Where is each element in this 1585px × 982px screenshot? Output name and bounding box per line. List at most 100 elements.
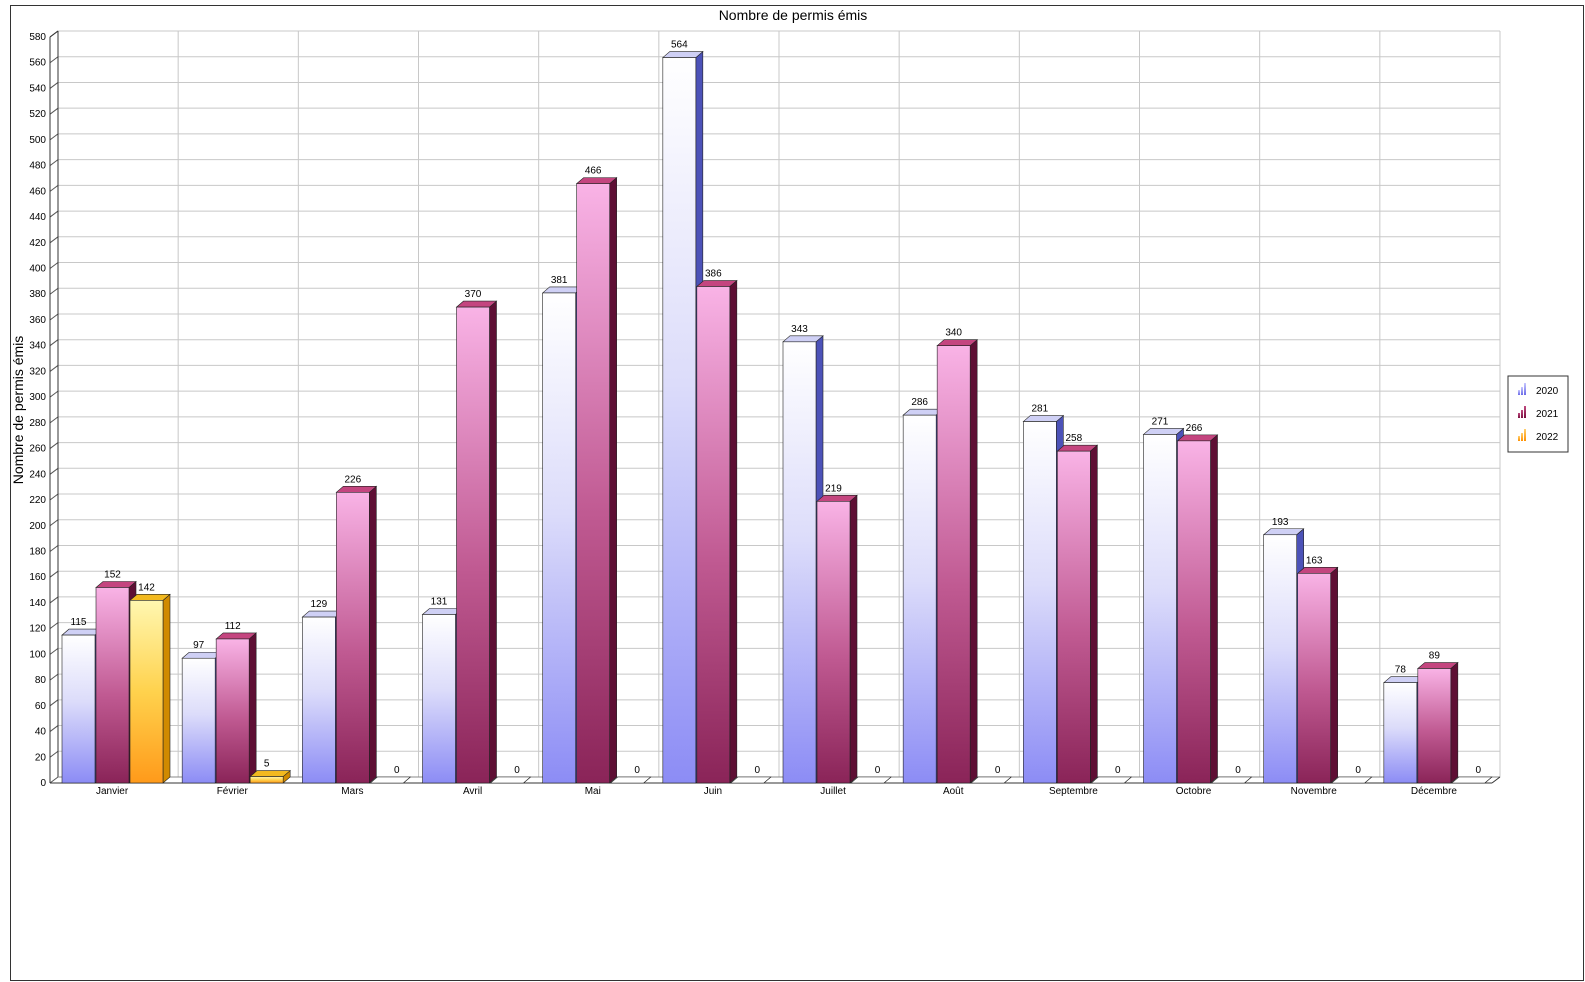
tick-mark [49,159,59,167]
bar-side [609,176,617,784]
category-label: Novembre [1291,786,1338,797]
data-label: 152 [104,569,121,580]
bar-2021-Juillet [816,494,858,784]
y-tick-label: 60 [35,701,47,712]
bar-top [95,581,137,588]
bar-front [902,414,937,784]
data-label: 258 [1065,433,1082,444]
bar-top [575,177,618,184]
data-label: 115 [71,617,87,628]
data-label: 89 [1429,651,1441,662]
legend-bar-chart-icon [1518,429,1526,441]
bar-front [215,638,250,784]
bar-2022-Mai [609,776,652,784]
y-tick-label: 560 [29,58,46,69]
data-label: 97 [193,640,205,651]
bar-front [662,57,697,784]
bar-top [816,495,858,502]
tick-mark [49,365,59,372]
bar-side [729,279,738,784]
legend-icon-bar [1521,433,1523,441]
y-tick-label: 20 [35,752,47,763]
y-tick-label: 420 [29,238,46,249]
bar-2022-Janvier [129,593,171,784]
bar-side [1450,661,1459,784]
y-tick-label: 320 [29,366,46,377]
data-labels: 115 97 129 131 381 564 343 286 281 271 193 78 152 112… [71,40,1482,776]
bar-top [1296,567,1339,574]
tick-mark [49,519,59,527]
bar-top [1417,662,1459,669]
bar-top [1056,444,1099,452]
y-tick-label: 40 [35,727,47,738]
data-label: 466 [585,166,602,177]
bar-2022-Septembre [1090,776,1133,784]
bar-top [936,339,978,346]
bar-2021-Mars [335,485,378,784]
y-tick-label: 0 [40,778,46,789]
data-label: 163 [1306,555,1323,566]
y-tick-label: 120 [29,624,46,635]
category-label: Septembre [1049,786,1098,797]
data-label: 0 [1355,765,1361,776]
tick-mark [49,776,59,784]
category-label: Janvier [96,786,129,797]
legend-icon-bar [1518,436,1520,441]
bar-front [129,600,164,784]
bar-front [456,306,490,784]
data-label: 0 [1476,765,1482,776]
bar-front [782,341,817,784]
bar-2021-Février [215,632,257,784]
bar-side [1210,434,1218,784]
chart-title: Nombre de permis émis [719,7,868,23]
data-label: 0 [755,765,761,776]
tick-mark [49,133,59,141]
bar-front [181,657,216,784]
y-tick-label: 360 [29,315,46,326]
y-tick-label: 180 [29,546,46,557]
bar-front [336,492,370,784]
data-label: 226 [344,474,361,485]
y-tick-label: 140 [29,598,46,609]
y-tick-label: 400 [29,264,46,275]
bar-top [1176,434,1219,442]
bar-2021-Novembre [1296,566,1339,784]
legend-icon-bar [1521,387,1523,395]
bar-front [1417,668,1452,784]
y-tick-label: 240 [29,469,46,480]
bar-2022-Octobre [1210,776,1253,784]
data-label: 142 [138,582,155,593]
bar-front [1297,573,1331,784]
y-tick-label: 440 [29,212,46,223]
tick-mark [49,442,59,449]
legend-label: 2020 [1536,386,1559,397]
data-label: 370 [465,289,482,300]
bar-top [662,51,704,58]
y-tick-label: 80 [35,675,47,686]
data-label: 0 [514,765,520,776]
bar-2022-Juillet [850,776,892,784]
floor-right-edge [1491,776,1501,784]
bar-front [1143,434,1177,784]
bar-2021-Avril [455,300,498,784]
bar-2022-Avril [489,776,532,784]
tick-mark [49,313,59,321]
legend-icon-bar [1524,406,1526,418]
tick-mark [49,622,59,630]
category-label: Mai [585,786,601,797]
bars [61,50,1493,784]
bar-top [1262,528,1305,536]
bar-2021-Juin [696,279,738,784]
data-label: 286 [911,397,928,408]
y-tick-label: 160 [29,572,46,583]
bar-side [369,485,377,784]
tick-mark [49,339,59,347]
y-tick-label: 460 [29,186,46,197]
bar-2021-Mai [575,176,618,784]
bar-top [850,776,892,784]
legend-icon-bar [1518,413,1520,418]
bar-front [422,614,456,784]
y-axis-top [49,30,59,38]
y-tick-label: 500 [29,135,46,146]
data-label: 343 [791,324,808,335]
